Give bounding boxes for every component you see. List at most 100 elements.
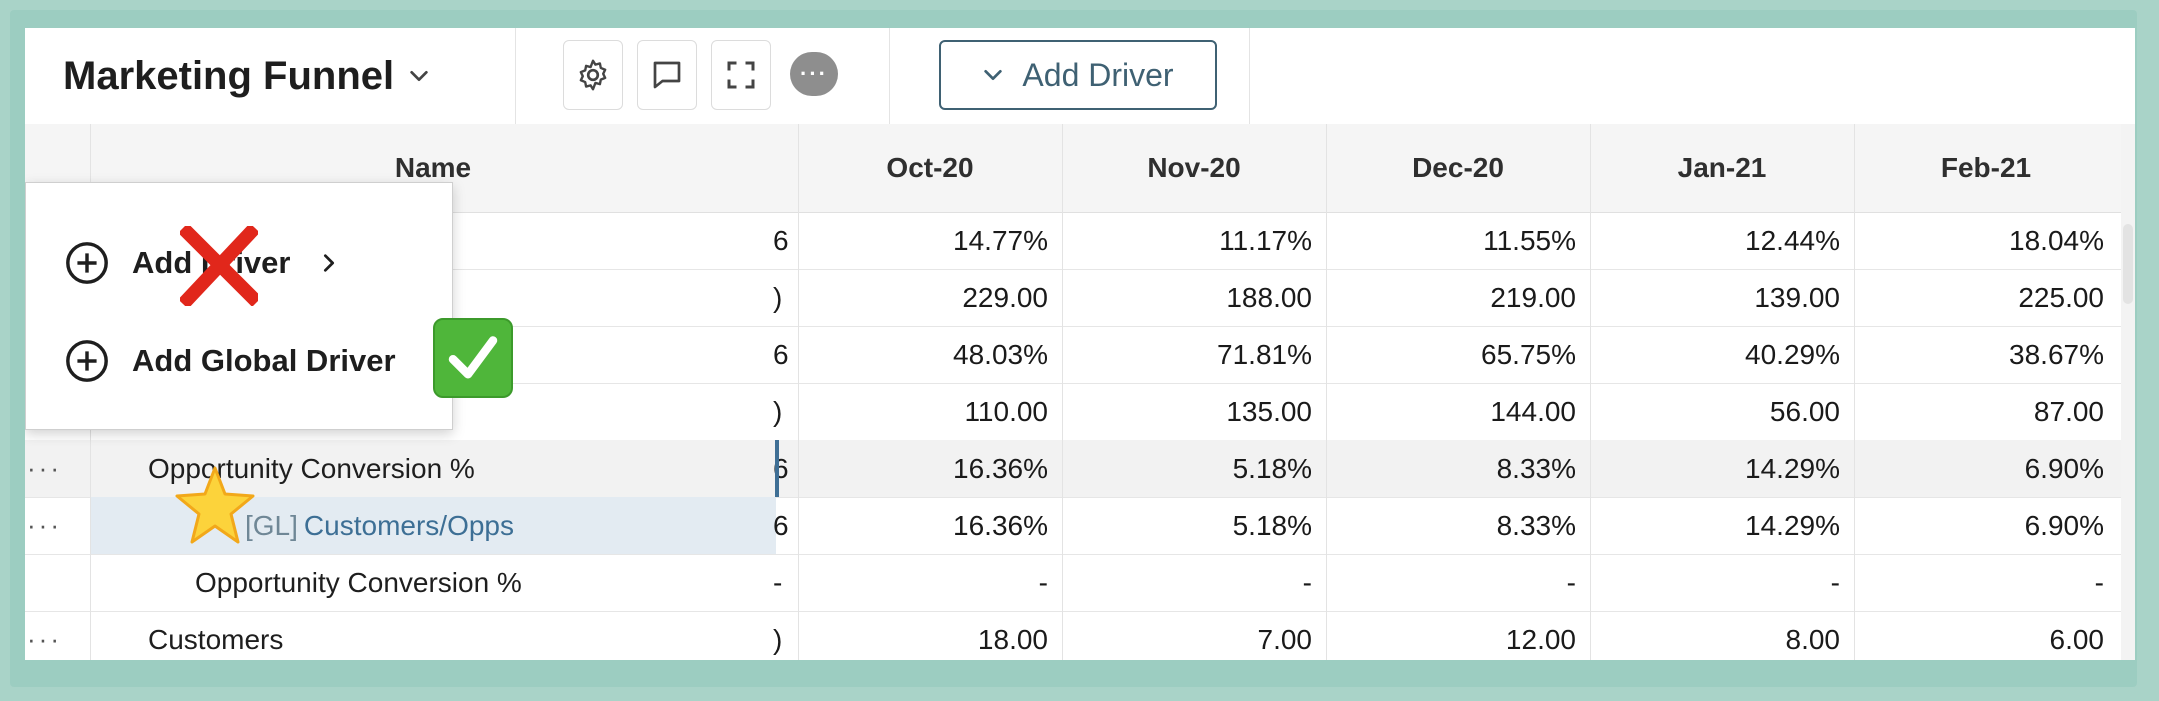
sheet-title-dropdown[interactable]: Marketing Funnel bbox=[63, 46, 430, 106]
star-icon bbox=[175, 466, 255, 544]
global-driver-link[interactable]: Customers/Opps bbox=[303, 509, 514, 541]
row-menu-icon[interactable]: ··· bbox=[27, 510, 62, 540]
table-cell[interactable]: 110.00 bbox=[964, 395, 1048, 427]
page-title: Marketing Funnel bbox=[63, 53, 395, 98]
table-cell[interactable]: - bbox=[2094, 566, 2104, 598]
row-name[interactable]: Opportunity Conversion % bbox=[195, 566, 522, 598]
column-divider bbox=[1590, 124, 1591, 660]
cell-fragment: - bbox=[773, 566, 783, 598]
table-row[interactable]: ··· Opportunity Conversion % 6 16.36% 5.… bbox=[25, 440, 2135, 498]
funnel-sheet: Marketing Funnel ··· bbox=[25, 28, 2135, 660]
toolbar: Marketing Funnel ··· bbox=[25, 28, 2135, 125]
table-cell[interactable]: 5.18% bbox=[1232, 452, 1312, 484]
table-cell[interactable]: 56.00 bbox=[1769, 395, 1840, 427]
table-cell[interactable]: 8.00 bbox=[1785, 623, 1841, 655]
column-header[interactable]: Oct-20 bbox=[886, 152, 974, 183]
chevron-right-icon bbox=[324, 254, 335, 272]
table-cell[interactable]: 135.00 bbox=[1226, 395, 1312, 427]
table-cell[interactable]: 14.29% bbox=[1745, 509, 1840, 541]
row-menu-icon[interactable]: ··· bbox=[27, 624, 62, 654]
table-row[interactable]: ··· [GL] Customers/Opps 6 16.36% 5.18% 8… bbox=[25, 497, 2135, 555]
table-cell[interactable]: 144.00 bbox=[1490, 395, 1576, 427]
cell-fragment: ) bbox=[773, 395, 783, 427]
table-cell[interactable]: 6.90% bbox=[2024, 452, 2104, 484]
table-cell[interactable]: 7.00 bbox=[1257, 623, 1313, 655]
table-row[interactable]: Opportunity Conversion % - - - - - - bbox=[25, 554, 2135, 612]
chevron-down-icon bbox=[984, 69, 1003, 81]
menu-item-label: Add Global Driver bbox=[132, 343, 396, 378]
table-cell[interactable]: 11.17% bbox=[1219, 224, 1312, 256]
table-cell[interactable]: 87.00 bbox=[2033, 395, 2104, 427]
table-cell[interactable]: 139.00 bbox=[1754, 281, 1840, 313]
table-cell[interactable]: 6.90% bbox=[2024, 509, 2104, 541]
row-menu-icon[interactable]: ··· bbox=[27, 453, 62, 483]
table-row[interactable]: ) 110.00 135.00 144.00 56.00 87.00 bbox=[25, 383, 2135, 441]
column-divider bbox=[1326, 124, 1327, 660]
table-row[interactable]: ··· Customers ) 18.00 7.00 12.00 8.00 6.… bbox=[25, 611, 2135, 660]
chevron-down-icon bbox=[410, 70, 428, 82]
table-cell[interactable]: - bbox=[1302, 566, 1312, 598]
menu-item-add-global-driver[interactable]: Add Global Driver bbox=[64, 331, 396, 391]
more-options-button[interactable]: ··· bbox=[785, 40, 843, 108]
table-cell[interactable]: 8.33% bbox=[1496, 509, 1576, 541]
cell-fragment: 6 bbox=[773, 224, 789, 256]
settings-button[interactable] bbox=[563, 40, 623, 110]
column-header-name[interactable]: Name bbox=[394, 152, 472, 183]
table-cell[interactable]: 14.77% bbox=[953, 224, 1048, 256]
comment-icon bbox=[653, 61, 681, 89]
table-cell[interactable]: 71.81% bbox=[1217, 338, 1312, 370]
cell-fragment: 6 bbox=[773, 338, 789, 370]
table-cell[interactable]: 40.29% bbox=[1745, 338, 1840, 370]
add-driver-button[interactable]: Add Driver bbox=[939, 40, 1217, 110]
table-cell[interactable]: 65.75% bbox=[1481, 338, 1576, 370]
cell-fragment: ) bbox=[773, 623, 783, 655]
fullscreen-button[interactable] bbox=[711, 40, 771, 110]
column-divider bbox=[798, 124, 799, 660]
toolbar-divider bbox=[889, 28, 890, 124]
expand-icon bbox=[727, 61, 755, 89]
table-cell[interactable]: 14.29% bbox=[1745, 452, 1840, 484]
global-driver-name[interactable]: [GL] Customers/Opps bbox=[245, 497, 514, 554]
table-cell[interactable]: 16.36% bbox=[953, 452, 1048, 484]
table-cell[interactable]: 8.33% bbox=[1496, 452, 1576, 484]
table-cell[interactable]: 225.00 bbox=[2018, 281, 2104, 313]
table-cell[interactable]: 11.55% bbox=[1483, 224, 1576, 256]
table-cell[interactable]: - bbox=[1566, 566, 1576, 598]
table-cell[interactable]: 48.03% bbox=[953, 338, 1048, 370]
column-header[interactable]: Jan-21 bbox=[1677, 152, 1767, 183]
row-name[interactable]: Opportunity Conversion % bbox=[148, 452, 475, 484]
add-driver-label: Add Driver bbox=[1022, 56, 1174, 93]
table-cell[interactable]: 5.18% bbox=[1232, 509, 1312, 541]
column-header[interactable]: Feb-21 bbox=[1940, 152, 2032, 183]
table-row[interactable]: 6 48.03% 71.81% 65.75% 40.29% 38.67% bbox=[25, 326, 2135, 384]
table-cell[interactable]: 18.00 bbox=[977, 623, 1048, 655]
green-check-icon bbox=[433, 318, 513, 398]
cell-fragment: ) bbox=[773, 281, 783, 313]
table-cell[interactable]: 18.04% bbox=[2009, 224, 2104, 256]
red-x-icon bbox=[180, 226, 258, 306]
row-name[interactable]: Customers bbox=[148, 623, 284, 655]
table-cell[interactable]: 12.44% bbox=[1745, 224, 1840, 256]
toolbar-divider bbox=[515, 28, 516, 124]
table-cell[interactable]: 6.00 bbox=[2049, 623, 2105, 655]
table-cell[interactable]: - bbox=[1830, 566, 1840, 598]
table-cell[interactable]: - bbox=[1038, 566, 1048, 598]
comment-button[interactable] bbox=[637, 40, 697, 110]
add-driver-menu: Add Driver Add Global Driver bbox=[25, 182, 453, 430]
column-header[interactable]: Nov-20 bbox=[1147, 152, 1241, 183]
table-row[interactable]: ) 229.00 188.00 219.00 139.00 225.00 bbox=[25, 269, 2135, 327]
frozen-column-edge[interactable] bbox=[775, 440, 779, 497]
table-cell[interactable]: 229.00 bbox=[962, 281, 1048, 313]
table-row[interactable]: 6 14.77% 11.17% 11.55% 12.44% 18.04% bbox=[25, 212, 2135, 270]
table-cell[interactable]: 188.00 bbox=[1226, 281, 1312, 313]
gear-icon bbox=[579, 59, 607, 91]
vertical-scrollbar[interactable] bbox=[2121, 124, 2135, 660]
column-divider bbox=[1854, 124, 1855, 660]
column-divider bbox=[1062, 124, 1063, 660]
table-cell[interactable]: 12.00 bbox=[1505, 623, 1576, 655]
column-header[interactable]: Dec-20 bbox=[1412, 152, 1504, 183]
scrollbar-thumb[interactable] bbox=[2123, 224, 2133, 304]
table-cell[interactable]: 219.00 bbox=[1490, 281, 1576, 313]
table-cell[interactable]: 16.36% bbox=[953, 509, 1048, 541]
table-cell[interactable]: 38.67% bbox=[2009, 338, 2104, 370]
